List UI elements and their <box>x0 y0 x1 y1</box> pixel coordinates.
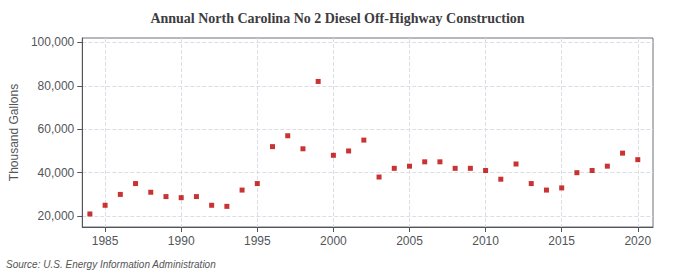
svg-text:2005: 2005 <box>396 234 423 248</box>
svg-text:60,000: 60,000 <box>38 122 75 136</box>
svg-text:Annual North Carolina No 2 Die: Annual North Carolina No 2 Diesel Off-Hi… <box>150 11 524 26</box>
svg-text:20,000: 20,000 <box>38 209 75 223</box>
svg-text:2000: 2000 <box>320 234 347 248</box>
svg-text:Source: U.S. Energy Informatio: Source: U.S. Energy Information Administ… <box>6 259 216 270</box>
svg-text:2010: 2010 <box>472 234 499 248</box>
svg-text:40,000: 40,000 <box>38 166 75 180</box>
svg-text:2015: 2015 <box>548 234 575 248</box>
svg-text:Thousand Gallons: Thousand Gallons <box>7 84 21 181</box>
svg-text:80,000: 80,000 <box>38 79 75 93</box>
svg-text:1990: 1990 <box>168 234 195 248</box>
svg-text:2020: 2020 <box>624 234 651 248</box>
svg-text:1995: 1995 <box>244 234 271 248</box>
svg-text:1985: 1985 <box>92 234 119 248</box>
svg-text:100,000: 100,000 <box>31 35 75 49</box>
